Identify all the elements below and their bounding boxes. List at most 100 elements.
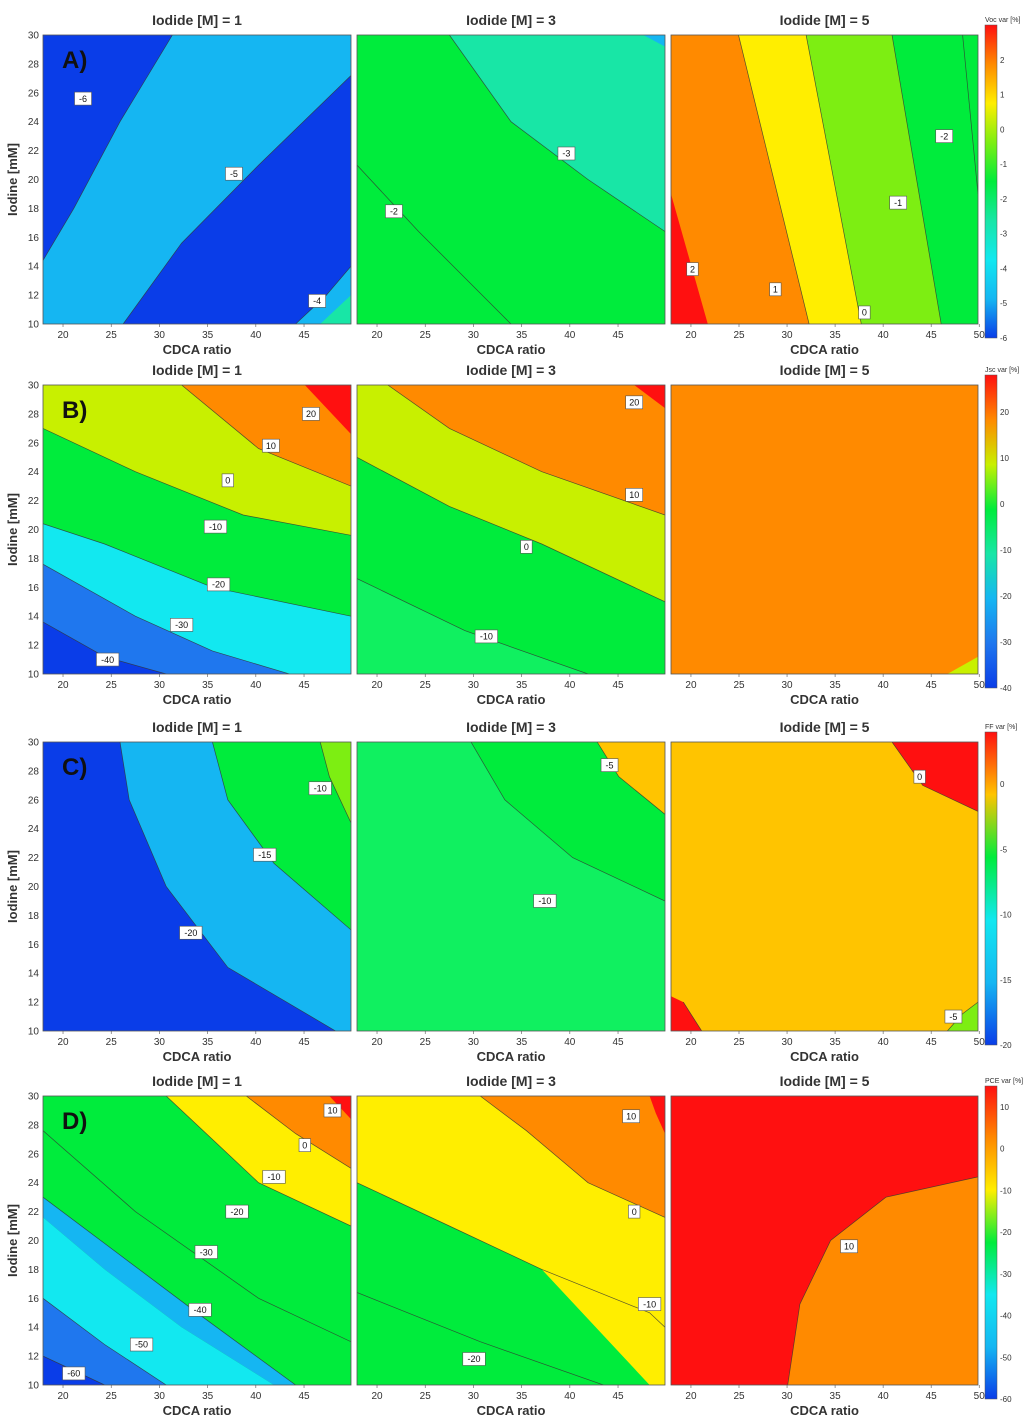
contour-line [357, 456, 665, 603]
panel-title: Iodide [M] = 1 [152, 12, 242, 28]
svg-text:-2: -2 [940, 131, 948, 141]
x-tick-label: 45 [612, 1391, 624, 1402]
contour-label: -10 [203, 519, 228, 534]
contour-label: 1 [769, 282, 782, 297]
y-tick-label: 24 [28, 1178, 40, 1189]
colorbar-title: Voc var [%] [985, 17, 1020, 24]
svg-text:-30: -30 [175, 620, 188, 630]
y-axis-label: Iodine [mM] [5, 493, 20, 566]
x-tick-label: 20 [57, 1037, 69, 1048]
x-tick-label: 25 [106, 680, 118, 691]
contour-label: -40 [188, 1303, 212, 1317]
y-tick-label: 14 [28, 1323, 40, 1334]
y-tick-label: 12 [28, 291, 40, 302]
colorbar-tick-label: -4 [1000, 264, 1008, 273]
x-tick-label: 25 [733, 680, 745, 691]
y-tick-label: 20 [28, 525, 40, 536]
row-label: B) [62, 397, 87, 424]
contour-label: -40 [96, 652, 120, 667]
x-axis-label: CDCA ratio [790, 1049, 859, 1064]
panel-title: Iodide [M] = 3 [466, 1073, 556, 1089]
y-tick-label: 18 [28, 554, 40, 565]
contour-region [806, 35, 942, 324]
panel-frame [356, 34, 666, 325]
contour-line [357, 1292, 604, 1385]
svg-text:-10: -10 [480, 632, 493, 642]
colorbar-tick-label: 10 [1000, 1103, 1009, 1112]
x-tick-label: 30 [781, 330, 793, 341]
y-tick-label: 28 [28, 409, 40, 420]
x-tick-label: 45 [298, 680, 310, 691]
y-tick-label: 16 [28, 940, 40, 951]
contour-panel: Iodide [M] = 5 20 25 30 35 40 45 50 CDCA ratio [670, 362, 985, 707]
svg-text:-60: -60 [67, 1369, 80, 1379]
x-tick-label: 45 [926, 680, 938, 691]
contour-line [891, 35, 942, 324]
contour-region [320, 742, 351, 823]
y-tick-label: 28 [28, 1120, 40, 1131]
x-tick-label: 30 [154, 330, 166, 341]
contour-region [320, 295, 351, 324]
contour-label: -6 [74, 91, 92, 106]
x-tick-label: 25 [106, 1037, 118, 1048]
contour-label: -5 [225, 166, 243, 181]
colorbar-gradient [984, 1085, 998, 1400]
contour-region [671, 35, 810, 324]
svg-text:1: 1 [773, 285, 778, 295]
colorbar-tick-label: -3 [1000, 230, 1008, 239]
contour-line [43, 563, 290, 674]
x-tick-label: 40 [564, 1391, 576, 1402]
contour-label: -5 [600, 758, 619, 772]
x-tick-label: 30 [781, 680, 793, 691]
colorbar-tick-label: 0 [1000, 1145, 1005, 1154]
contour-label: -30 [170, 618, 194, 632]
colorbar-tick-label: 20 [1000, 408, 1009, 417]
x-tick-label: 20 [371, 330, 383, 341]
svg-text:-5: -5 [230, 169, 238, 179]
x-tick-label: 20 [685, 330, 697, 341]
x-tick-label: 40 [250, 680, 262, 691]
contour-region [449, 35, 665, 232]
contour-label: -20 [225, 1204, 249, 1219]
contour-label: -30 [194, 1245, 218, 1259]
panel-frame [42, 741, 352, 1032]
contour-label: -10 [533, 894, 557, 908]
y-tick-label: 22 [28, 496, 40, 507]
colorbar: Jsc var [%] 20 10 0 -10 -20 -30 -40 [984, 367, 1019, 693]
contour-region [43, 35, 173, 261]
contour-region [43, 428, 351, 617]
contour-line [295, 265, 351, 324]
contour-label: -2 [385, 204, 403, 219]
x-tick-label: 40 [250, 1391, 262, 1402]
colorbar-tick-label: -5 [1000, 845, 1008, 854]
svg-text:-30: -30 [200, 1247, 213, 1257]
contour-region [480, 1096, 665, 1218]
row-label: D) [62, 1108, 87, 1135]
contour-label: 20 [302, 407, 320, 421]
contour-label: -4 [308, 294, 326, 308]
contour-line [596, 742, 665, 815]
x-tick-label: 20 [57, 1391, 69, 1402]
y-axis-label: Iodine [mM] [5, 850, 20, 923]
x-tick-label: 20 [371, 1037, 383, 1048]
panel-title: Iodide [M] = 3 [466, 12, 556, 28]
y-tick-label: 12 [28, 998, 40, 1009]
contour-region [738, 35, 862, 324]
x-axis-label: CDCA ratio [163, 692, 232, 707]
colorbar-tick-label: -20 [1000, 1041, 1012, 1050]
x-tick-label: 25 [420, 1037, 432, 1048]
x-tick-label: 50 [974, 330, 986, 341]
colorbar-title: FF var [%] [985, 724, 1017, 731]
contour-label: -15 [253, 847, 277, 862]
contour-region [43, 622, 167, 674]
contour-background [671, 385, 978, 674]
y-tick-label: 18 [28, 911, 40, 922]
svg-text:-10: -10 [267, 1172, 280, 1182]
contour-label: -10 [474, 629, 498, 644]
contour-region [947, 1002, 978, 1031]
svg-text:-5: -5 [606, 760, 614, 770]
colorbar-gradient [984, 731, 998, 1046]
x-tick-label: 40 [878, 330, 890, 341]
